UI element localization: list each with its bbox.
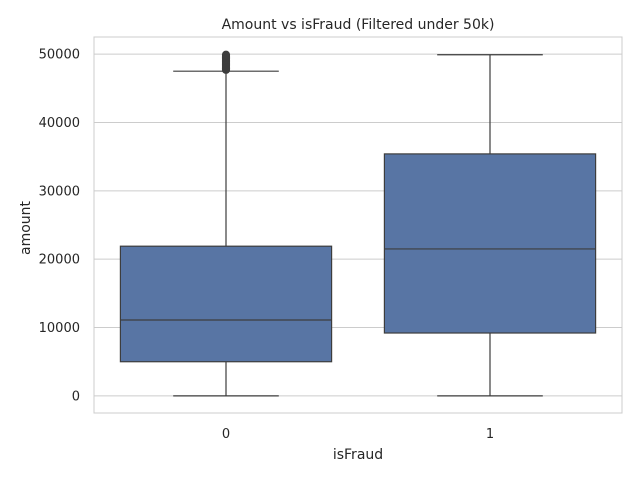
plot-frame (93, 36, 623, 414)
boxes (119, 50, 597, 397)
chart-title: Amount vs isFraud (Filtered under 50k) (222, 17, 495, 33)
y-tick-label: 50000 (39, 48, 80, 63)
x-axis-label: isFraud (333, 447, 383, 463)
y-tick-label: 10000 (39, 321, 80, 336)
x-tick-label: 1 (486, 427, 494, 442)
box-group-0 (119, 50, 333, 397)
y-tick-label: 0 (72, 389, 80, 404)
iqr-box (383, 153, 597, 334)
outlier-point (221, 50, 231, 59)
x-tick-label: 0 (222, 427, 230, 442)
y-tick-label: 40000 (39, 116, 80, 131)
y-tick-label: 30000 (39, 184, 80, 199)
tick-labels: 0 10000 20000 30000 40000 50000 0 1 (39, 48, 495, 442)
y-tick-label: 20000 (39, 253, 80, 268)
y-axis-label: amount (18, 200, 34, 255)
box-group-1 (383, 54, 597, 397)
iqr-box (119, 245, 333, 363)
